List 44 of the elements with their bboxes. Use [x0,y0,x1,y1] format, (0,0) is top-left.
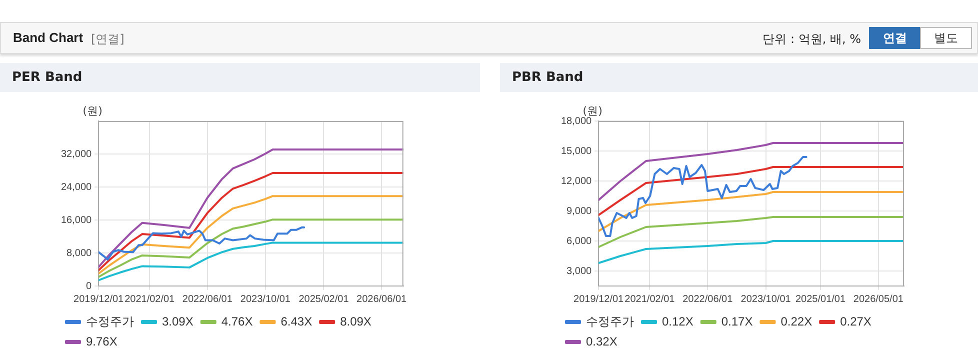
y-tick-label: 15,000 [560,146,592,157]
legend-label: 4.76X [221,314,253,328]
y-tick-label: 12,000 [560,176,592,187]
x-tick-label: 2022/06/01 [682,294,734,305]
y-axis-title: (원) [82,104,102,118]
x-tick-label: 2026/06/01 [356,294,407,305]
x-tick-label: 2025/02/01 [298,294,350,305]
chart-title: PBR Band [500,63,978,92]
y-tick-label: 32,000 [60,148,92,160]
y-tick-label: 18,000 [560,116,592,127]
x-tick-label: 2021/02/01 [624,294,676,305]
x-tick-label: 2025/01/01 [795,294,846,305]
text: [연결] [91,31,124,48]
x-tick-label: 2022/06/01 [182,294,233,305]
y-tick-label: 16,000 [60,214,92,226]
text: 연결 [869,27,921,49]
legend-label: 수정주가 [586,314,634,328]
legend-label: 0.17X [721,314,753,328]
legend-label: 0.27X [840,314,872,328]
legend-label: 9.76X [86,334,118,348]
chart-title: PER Band [0,63,480,92]
text: Band Chart [13,30,84,45]
y-tick-label: 3,000 [566,266,592,277]
x-tick-label: 2019/12/01 [574,294,624,305]
y-tick-label: 8,000 [66,248,92,259]
x-tick-label: 2019/12/01 [74,294,124,305]
y-axis-title: (원) [582,104,602,118]
legend-label: 0.22X [780,314,812,328]
x-tick-label: 2023/10/01 [240,294,291,305]
legend-label: 6.43X [280,314,312,328]
text: 별도 [920,27,972,49]
text: 단위 : 억원, 배, % [762,31,861,48]
legend-label: 0.12X [662,314,694,328]
y-tick-label: 9,000 [566,206,592,217]
y-tick-label: 6,000 [566,236,592,247]
y-tick-label: 0 [86,280,92,292]
y-tick-label: 24,000 [60,182,92,193]
x-tick-label: 2023/10/01 [740,294,792,305]
legend-label: 8.09X [340,314,372,328]
x-tick-label: 2026/05/01 [853,294,904,305]
legend-label: 0.32X [586,334,618,348]
legend-label: 3.09X [162,314,194,328]
legend-label: 수정주가 [86,314,134,328]
x-tick-label: 2021/02/01 [124,294,176,305]
